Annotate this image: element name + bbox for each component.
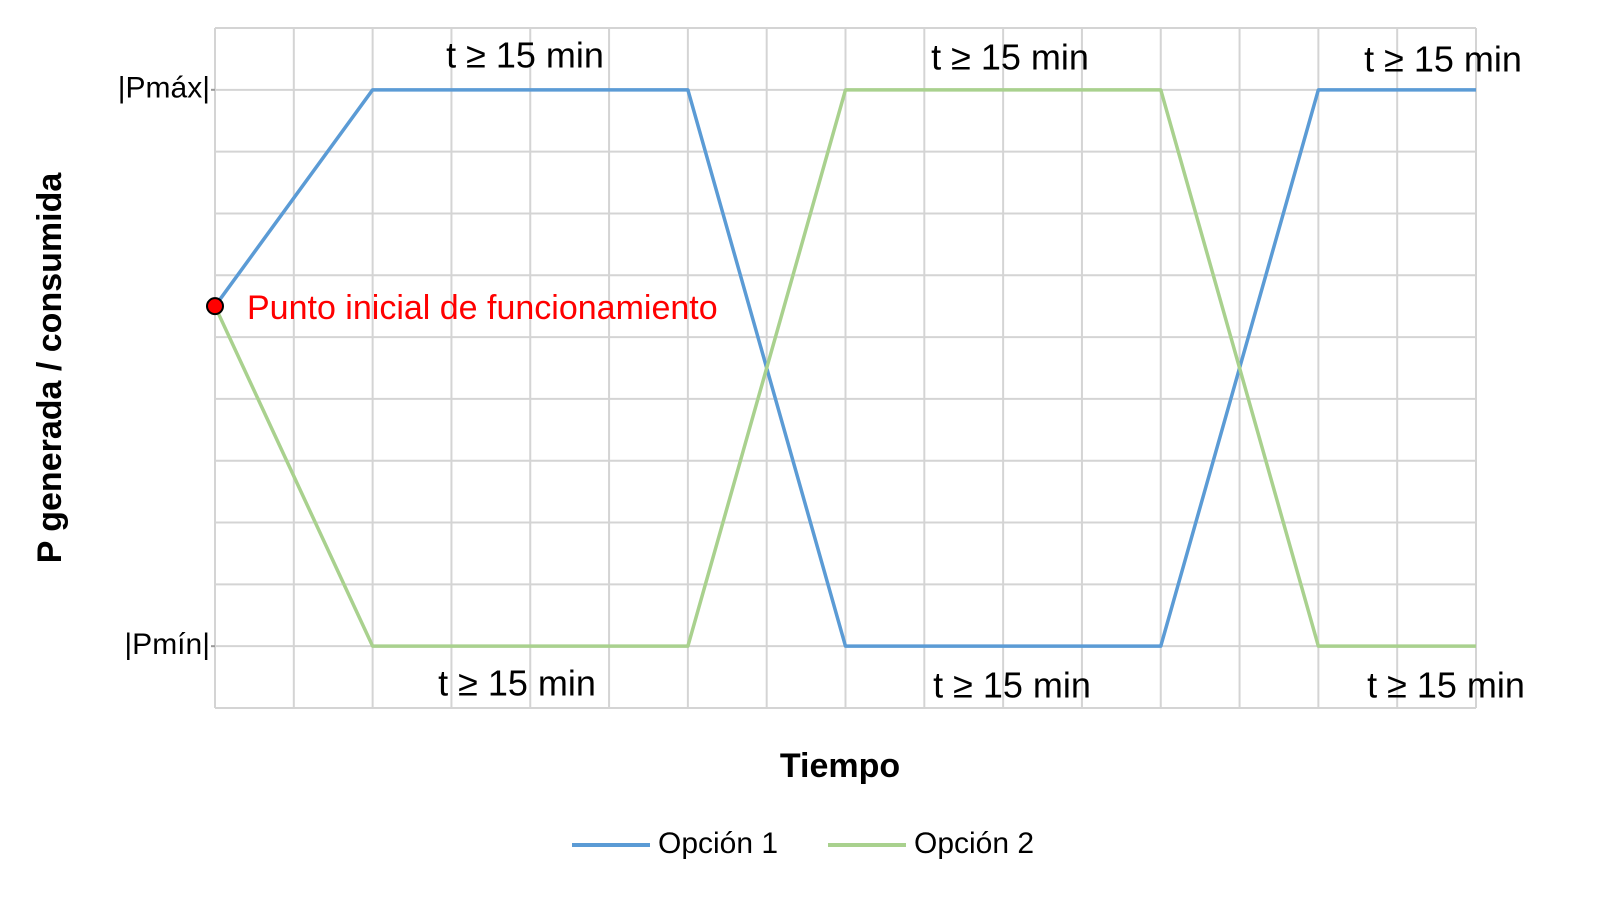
x-axis-title: Tiempo bbox=[780, 747, 900, 785]
y-tick-label: |Pmín| bbox=[124, 628, 210, 661]
y-tick-label: |Pmáx| bbox=[118, 72, 210, 105]
duration-annotation: t ≥ 15 min bbox=[446, 35, 604, 76]
duration-annotation: t ≥ 15 min bbox=[933, 665, 1091, 706]
series-line bbox=[213, 88, 1476, 648]
duration-annotation: t ≥ 15 min bbox=[438, 663, 596, 704]
duration-annotation: t ≥ 15 min bbox=[1367, 665, 1525, 706]
start-point-label: Punto inicial de funcionamiento bbox=[247, 289, 718, 327]
duration-annotation: t ≥ 15 min bbox=[931, 37, 1089, 78]
duration-annotation: t ≥ 15 min bbox=[1364, 39, 1522, 80]
series-line bbox=[213, 88, 1476, 648]
legend-label: Opción 1 bbox=[658, 827, 778, 860]
legend-label: Opción 2 bbox=[914, 827, 1034, 860]
y-axis-title: P generada / consumida bbox=[31, 172, 69, 564]
start-point bbox=[206, 297, 224, 316]
